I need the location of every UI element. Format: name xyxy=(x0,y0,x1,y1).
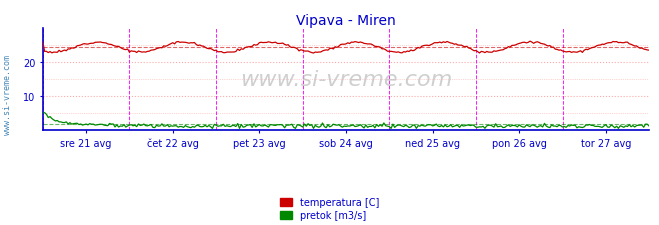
Text: www.si-vreme.com: www.si-vreme.com xyxy=(240,70,452,90)
Title: Vipava - Miren: Vipava - Miren xyxy=(296,14,396,28)
Text: www.si-vreme.com: www.si-vreme.com xyxy=(3,55,13,134)
Legend: temperatura [C], pretok [m3/s]: temperatura [C], pretok [m3/s] xyxy=(280,197,379,220)
